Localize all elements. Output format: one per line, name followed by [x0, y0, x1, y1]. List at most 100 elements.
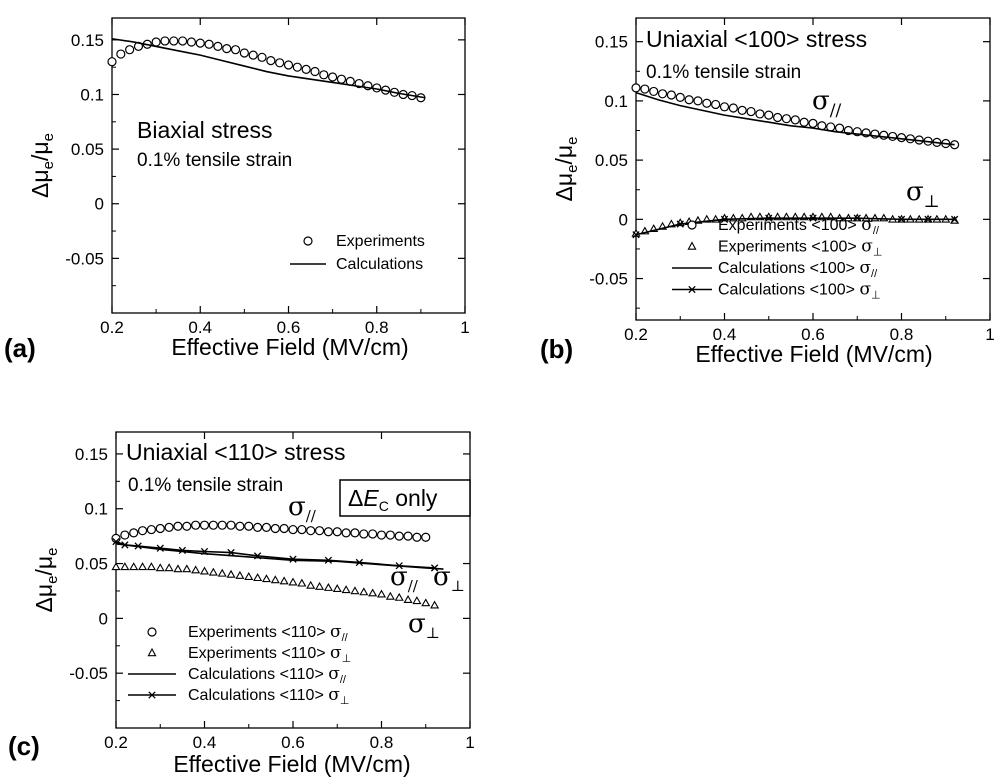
- legend-entry: Experiments <100> σ⊥: [718, 237, 882, 259]
- triangle-point: [217, 568, 227, 577]
- x-marker: [227, 548, 235, 557]
- curve-label: σ⊥: [433, 562, 465, 595]
- circle-point: [684, 95, 694, 105]
- triangle-point: [253, 573, 263, 582]
- circle-point: [155, 523, 165, 534]
- circle-point: [336, 74, 347, 84]
- circle-point: [235, 521, 245, 531]
- circle-point: [173, 521, 183, 531]
- y-tick-label: 0.15: [75, 445, 108, 464]
- circle-point: [341, 528, 351, 538]
- series-0: [111, 520, 431, 543]
- triangle-point: [306, 580, 316, 589]
- legend-entry: Calculations <110> σ//: [188, 664, 347, 686]
- panel-c: 0.2 0.4 0.6 0.8 1 -0.05 0 0.05 0.1 0.15 Effective …: [8, 431, 475, 777]
- circle-point: [107, 57, 117, 67]
- circle-point: [737, 105, 747, 115]
- series-2: [635, 91, 955, 146]
- circle-point: [640, 84, 650, 94]
- boxed-note-frame: [339, 479, 471, 517]
- y-tick-label: 0.15: [595, 33, 628, 52]
- legend-marker-x: [148, 691, 156, 699]
- x-axis-label: Effective Field (MV/cm): [173, 751, 410, 777]
- panel-label: (a): [4, 333, 36, 363]
- legend-entry: Calculations <100> σ⊥: [718, 280, 881, 302]
- triangle-point: [244, 572, 254, 580]
- circle-point: [702, 98, 712, 108]
- legend-marker-circle: [303, 236, 313, 246]
- circle-point: [306, 526, 316, 536]
- boxed-note: ΔEC only: [348, 485, 438, 514]
- panel-b: 0.2 0.4 0.6 0.8 1 -0.05 0 0.05 0.1 0.15 Effective …: [540, 17, 994, 367]
- x-marker: [289, 555, 297, 563]
- circle-point: [394, 531, 404, 541]
- circle-point: [834, 123, 845, 133]
- triangle-point: [421, 598, 431, 607]
- circle-point: [649, 86, 659, 97]
- triangle-point: [235, 570, 245, 579]
- x-marker: [395, 562, 403, 570]
- panel-label: (c): [8, 731, 40, 761]
- y-tick-label: -0.05: [69, 664, 108, 683]
- circle-point: [781, 114, 792, 124]
- circle-point: [191, 520, 201, 530]
- circle-point: [146, 524, 156, 535]
- circle-point: [719, 102, 730, 112]
- circle-point: [120, 530, 130, 540]
- y-tick-label: 0.15: [71, 31, 104, 50]
- circle-point: [693, 96, 703, 106]
- circle-point: [125, 45, 135, 55]
- circle-point: [421, 532, 431, 542]
- x-marker: [121, 541, 129, 549]
- triangle-point: [279, 576, 289, 585]
- y-tick-label: -0.05: [65, 249, 104, 268]
- circle-point: [368, 529, 378, 539]
- x-tick-label: 0.4: [193, 733, 217, 752]
- legend-entry: Calculations: [336, 256, 423, 273]
- circle-point: [266, 56, 276, 66]
- curve-label: σ//: [812, 86, 841, 121]
- circle-point: [385, 530, 395, 540]
- legend-entry: Calculations <100> σ//: [718, 258, 878, 280]
- triangle-point: [208, 567, 218, 576]
- x-axis-label: Effective Field (MV/cm): [171, 334, 408, 360]
- circle-point: [270, 523, 280, 534]
- y-tick-label: 0: [99, 609, 108, 628]
- circle-point: [204, 39, 214, 49]
- series-0: [631, 83, 960, 150]
- x-tick-label: 0.6: [277, 318, 301, 337]
- triangle-point: [191, 565, 201, 574]
- x-marker: [178, 546, 187, 555]
- triangle-point: [297, 578, 307, 587]
- triangle-point: [385, 591, 395, 600]
- circle-point: [116, 49, 126, 59]
- triangle-point: [199, 566, 210, 575]
- annotation: Uniaxial <110> stress: [126, 439, 345, 465]
- circle-point: [208, 520, 218, 530]
- y-axis-label: Δμe/μe: [27, 133, 57, 198]
- triangle-point: [120, 562, 130, 571]
- y-axis-label: Δμe/μe: [551, 137, 581, 202]
- triangle-point: [111, 562, 121, 571]
- y-tick-label: 0: [95, 195, 104, 214]
- triangle-point: [315, 581, 325, 590]
- circle-point: [217, 520, 227, 530]
- y-tick-label: 0: [619, 210, 628, 229]
- series-3: [112, 537, 439, 572]
- x-tick-label: 0.8: [370, 733, 394, 752]
- x-marker: [809, 214, 817, 222]
- legend-marker-circle: [687, 220, 697, 230]
- y-tick-label: 0.1: [84, 500, 108, 519]
- circle-point: [195, 38, 205, 48]
- circle-point: [675, 92, 685, 102]
- annotation: 0.1% tensile strain: [646, 62, 801, 83]
- triangle-point: [879, 213, 889, 222]
- circle-point: [261, 522, 272, 532]
- circle-point: [230, 45, 241, 55]
- legend-entry: Experiments <110> σ⊥: [188, 643, 351, 665]
- circle-point: [283, 60, 294, 70]
- circle-point: [319, 70, 329, 80]
- triangle-point: [323, 582, 333, 591]
- x-tick-label: 0.8: [365, 318, 389, 337]
- circle-point: [248, 50, 258, 60]
